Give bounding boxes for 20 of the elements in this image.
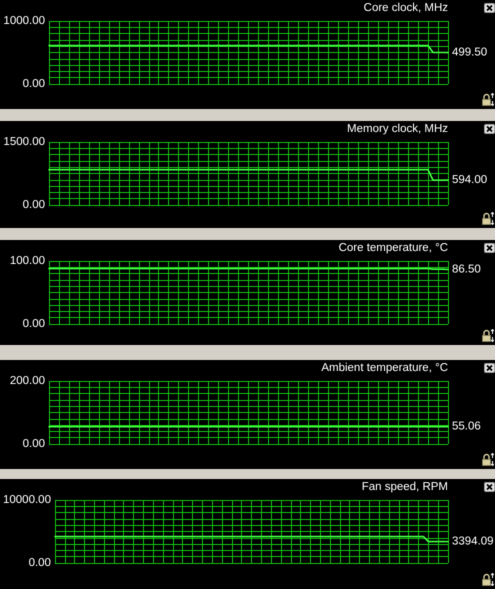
chart-title: Memory clock, MHz (347, 123, 448, 135)
y-tick-label: 0.00 (22, 199, 45, 211)
chart-title: Ambient temperature, °C (321, 362, 448, 374)
y-tick-label: 10000.00 (2, 494, 51, 506)
data-label: 3394.09 (452, 536, 494, 548)
data-label: 86.50 (452, 264, 481, 276)
chart-title: Core temperature, °C (338, 242, 448, 254)
y-tick-label: 1500.00 (3, 136, 45, 148)
y-tick-label: 200.00 (10, 375, 45, 387)
y-tick-label: 1000.00 (3, 15, 45, 27)
y-tick-label: 0.00 (28, 557, 51, 569)
data-label: 499.50 (452, 46, 488, 59)
chart-title: Core clock, MHz (364, 2, 448, 14)
y-tick-label: 0.00 (22, 78, 45, 90)
data-label: 594.00 (452, 174, 488, 186)
y-tick-label: 100.00 (10, 255, 45, 267)
y-tick-label: 0.00 (22, 438, 45, 450)
data-label: 55.06 (452, 420, 481, 433)
y-tick-label: 0.00 (22, 318, 45, 330)
chart-title: Fan speed, RPM (362, 481, 448, 493)
